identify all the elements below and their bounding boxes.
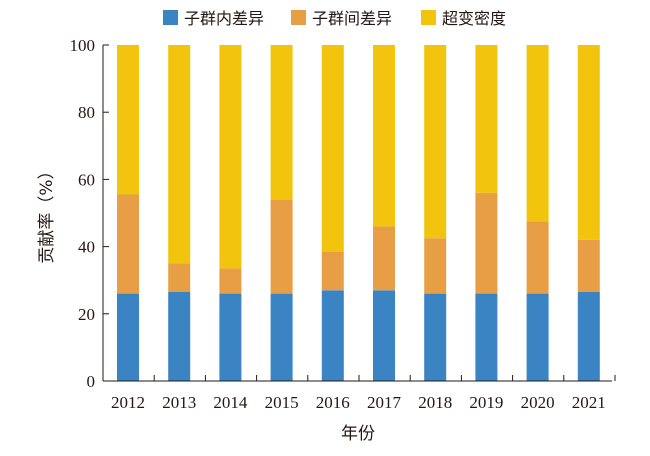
bar-2015-series-2: [270, 199, 293, 294]
y-axis-title: 贡献率（%）: [37, 162, 57, 263]
y-axis-ticks: 0 20 40 60 80 100: [70, 36, 109, 391]
bar-2020-series-2: [526, 221, 549, 294]
bar-2020-series-3: [526, 45, 549, 222]
bar-2014-series-3: [219, 45, 242, 269]
bar-2016-series-1: [321, 290, 344, 381]
x-tick-label-2013: 2013: [162, 393, 196, 412]
bar-2017-series-1: [373, 290, 395, 381]
legend-swatch-1: [163, 10, 178, 25]
x-tick-label-2014: 2014: [213, 393, 248, 412]
bar-2015-series-1: [270, 293, 293, 381]
bar-2019-series-1: [475, 293, 498, 381]
legend: 子群内差异 子群间差异 超变密度: [163, 9, 506, 28]
x-axis-title: 年份: [341, 424, 375, 444]
legend-label-3: 超变密度: [442, 9, 506, 28]
legend-swatch-3: [421, 10, 436, 25]
bar-2019-series-3: [475, 45, 498, 193]
x-tick-label-2021: 2021: [572, 393, 606, 412]
bar-2013-series-1: [168, 292, 191, 381]
y-tick-label: 80: [78, 103, 95, 122]
legend-label-1: 子群内差异: [184, 9, 264, 28]
legend-swatch-2: [291, 10, 306, 25]
bar-2017-series-2: [373, 226, 395, 291]
y-tick-label: 60: [78, 170, 95, 189]
bar-2018-series-3: [424, 45, 447, 239]
bar-2015-series-3: [270, 45, 293, 200]
x-tick-label-2020: 2020: [521, 393, 555, 412]
bar-2013-series-2: [168, 263, 191, 292]
bar-2018-series-2: [424, 238, 447, 294]
bar-2014-series-2: [219, 268, 242, 294]
bar-2021-series-1: [577, 292, 600, 381]
x-axis-ticks: 2012 2013 2014 2015 2016 2017 2018 2019 2020 2021: [102, 375, 616, 412]
bar-2017-series-3: [373, 45, 395, 227]
x-tick-label-2018: 2018: [418, 393, 452, 412]
x-tick-label-2015: 2015: [265, 393, 299, 412]
bars: [117, 45, 600, 381]
bar-2012-series-1: [117, 293, 139, 381]
y-tick-label: 40: [78, 238, 95, 257]
x-tick-label-2012: 2012: [111, 393, 145, 412]
y-tick-label: 100: [70, 36, 96, 55]
bar-2021-series-2: [577, 239, 600, 292]
bar-2016-series-3: [321, 45, 344, 252]
bar-2020-series-1: [526, 293, 549, 381]
bar-2012-series-2: [117, 194, 139, 294]
x-tick-label-2016: 2016: [316, 393, 350, 412]
bar-2019-series-2: [475, 192, 498, 294]
legend-label-2: 子群间差异: [312, 9, 392, 28]
bar-2021-series-3: [577, 45, 600, 240]
x-tick-label-2019: 2019: [469, 393, 503, 412]
bar-2018-series-1: [424, 293, 447, 381]
bar-2016-series-2: [321, 251, 344, 291]
y-tick-label: 20: [78, 305, 95, 324]
bar-2014-series-1: [219, 293, 242, 381]
y-tick-label: 0: [87, 372, 96, 391]
x-tick-label-2017: 2017: [367, 393, 402, 412]
bar-2012-series-3: [117, 45, 139, 195]
bar-2013-series-3: [168, 45, 191, 264]
